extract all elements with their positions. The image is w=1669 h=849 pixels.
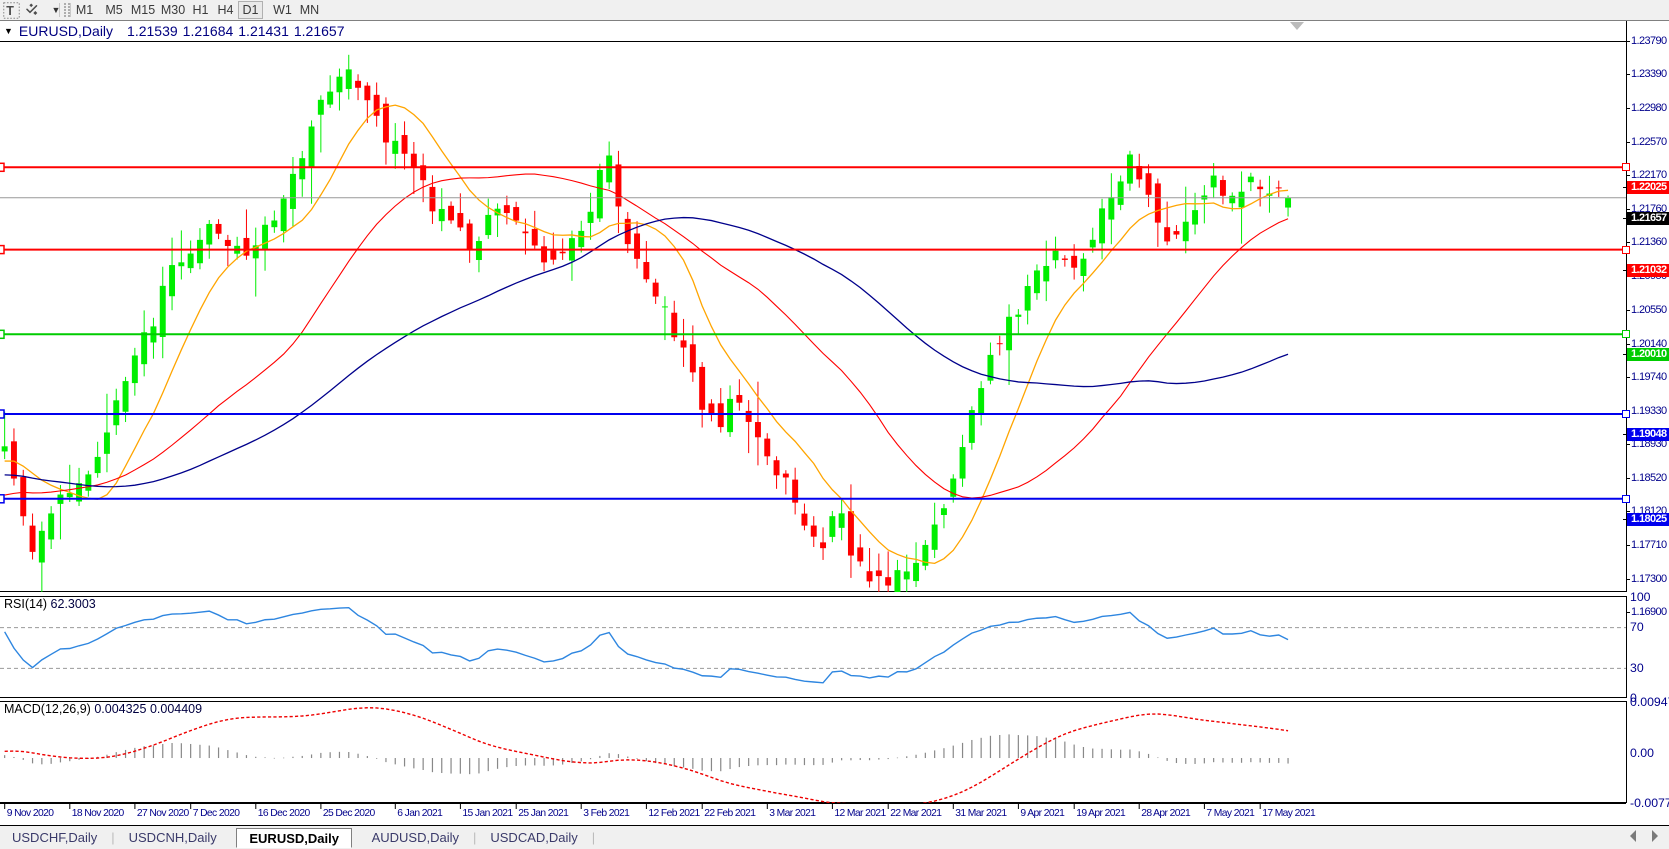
svg-text:T: T xyxy=(6,4,14,18)
